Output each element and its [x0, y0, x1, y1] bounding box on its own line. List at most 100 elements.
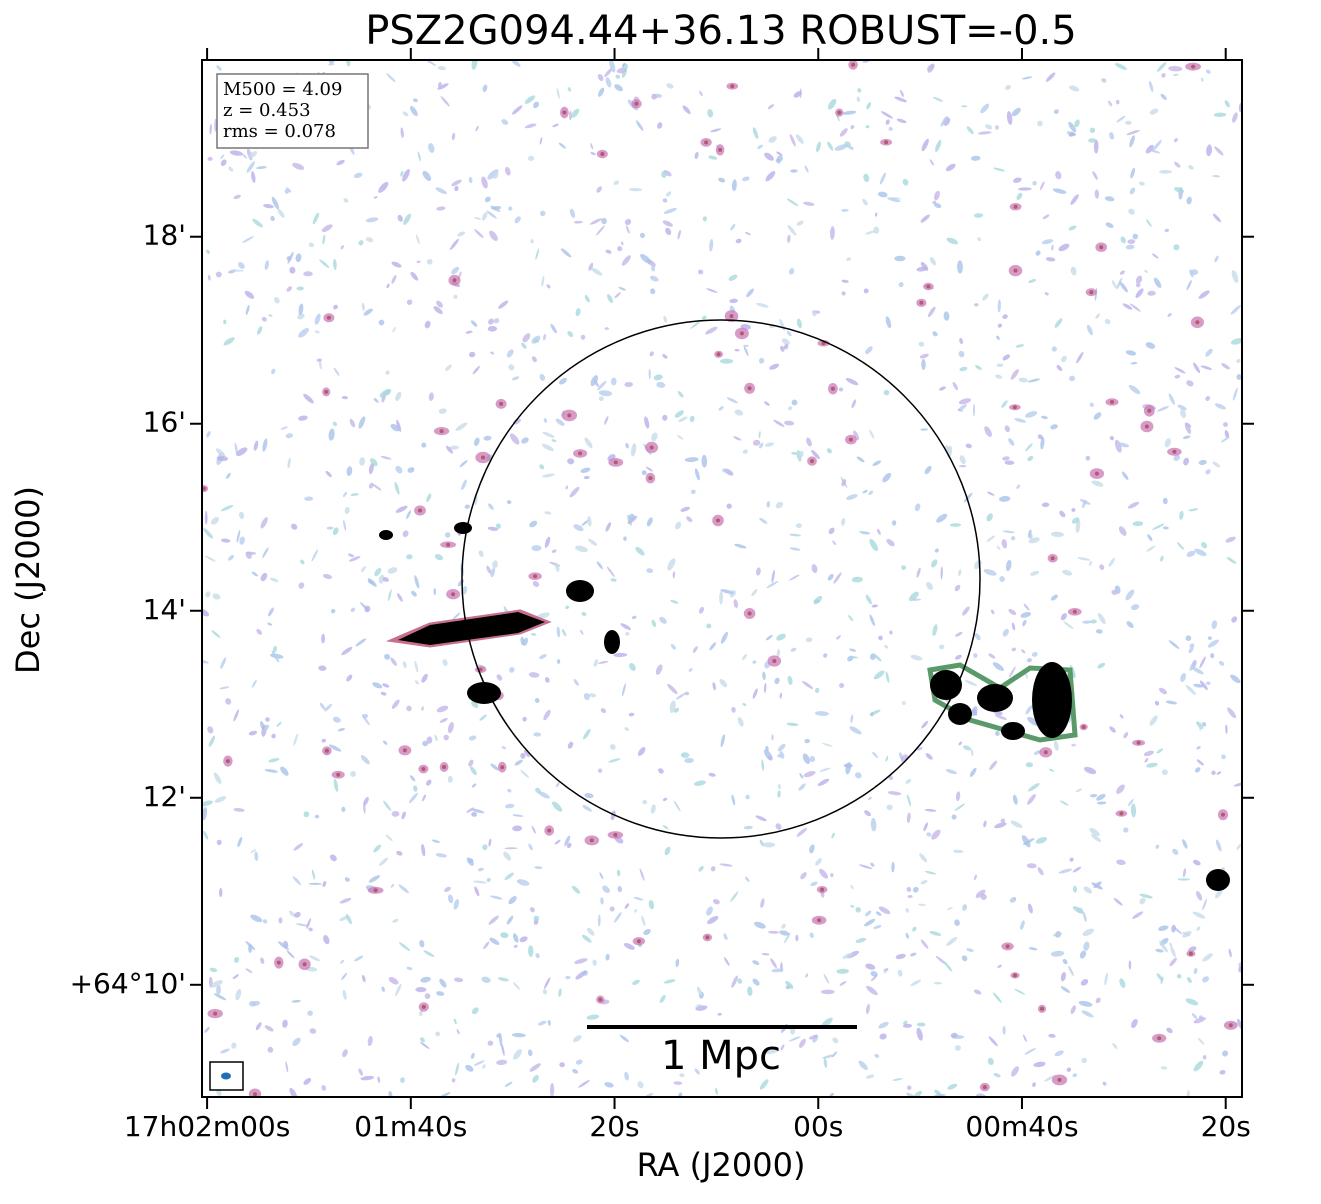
noise-speckle [933, 202, 942, 209]
noise-speckle [690, 489, 696, 495]
noise-speckle [662, 354, 668, 359]
noise-speckle [454, 185, 459, 192]
noise-speckle [773, 419, 785, 427]
noise-speckle [220, 657, 227, 669]
noise-speckle [988, 653, 996, 659]
noise-speckle [1072, 906, 1085, 914]
noise-speckle [1070, 194, 1079, 205]
noise-speckle [632, 979, 640, 986]
noise-speckle [539, 464, 545, 470]
noise-speckle [695, 1003, 701, 1008]
noise-speckle [325, 470, 332, 478]
noise-speckle [500, 932, 509, 939]
noise-speckle [406, 299, 413, 305]
noise-speckle [225, 698, 232, 705]
noise-speckle [669, 700, 676, 714]
noise-speckle [584, 295, 590, 303]
noise-speckle [920, 880, 928, 885]
noise-speckle [397, 593, 403, 602]
noise-speckle [735, 238, 742, 244]
noise-speckle [292, 876, 302, 886]
noise-speckle [1152, 139, 1162, 151]
noise-speckle [615, 74, 621, 79]
noise-speckle [1165, 700, 1178, 705]
noise-speckle [471, 808, 485, 814]
noise-speckle [628, 662, 636, 671]
noise-speckle [857, 88, 862, 93]
noise-speckle [346, 60, 351, 67]
noise-speckle [789, 547, 801, 551]
noise-speckle [759, 517, 768, 524]
noise-speckle [403, 213, 412, 226]
noise-speckle [1167, 313, 1172, 317]
noise-peak-core [1043, 750, 1048, 755]
noise-speckle [865, 1003, 870, 1015]
noise-peak-core [1110, 400, 1114, 404]
noise-speckle [1056, 364, 1063, 372]
noise-speckle [1170, 945, 1176, 958]
noise-speckle [391, 699, 400, 709]
noise-speckle [731, 706, 736, 713]
noise-speckle [600, 708, 607, 714]
noise-speckle [865, 1074, 875, 1079]
noise-speckle [765, 171, 776, 182]
noise-speckle [293, 843, 304, 851]
noise-speckle [1202, 953, 1213, 962]
noise-speckle [602, 885, 610, 894]
noise-speckle [546, 284, 551, 289]
noise-speckle [1168, 65, 1183, 72]
noise-speckle [434, 734, 438, 742]
source [566, 580, 594, 602]
noise-speckle [776, 648, 781, 657]
noise-speckle [213, 993, 227, 1001]
noise-speckle [932, 96, 944, 102]
noise-speckle [865, 963, 876, 970]
noise-speckle [415, 234, 420, 245]
noise-speckle [870, 818, 877, 832]
noise-speckle [560, 248, 572, 258]
noise-speckle [720, 358, 734, 364]
noise-speckle [368, 463, 374, 475]
noise-speckle [675, 692, 686, 700]
noise-speckle [1050, 531, 1064, 538]
noise-peak-core [598, 997, 603, 1002]
noise-speckle [421, 673, 428, 683]
noise-speckle [461, 479, 467, 491]
noise-speckle [451, 1078, 456, 1083]
noise-speckle [754, 921, 766, 929]
noise-speckle [973, 653, 978, 658]
noise-speckle [945, 163, 956, 172]
beam [221, 1072, 231, 1080]
noise-speckle [486, 877, 491, 882]
noise-speckle [1188, 508, 1199, 512]
noise-speckle [255, 1022, 262, 1031]
noise-speckle [270, 577, 279, 583]
noise-speckle [624, 727, 630, 732]
noise-speckle [411, 590, 417, 597]
noise-speckle [233, 808, 245, 812]
noise-speckle [212, 593, 221, 600]
noise-speckle [1109, 435, 1114, 441]
noise-speckle [1193, 1060, 1204, 1072]
noise-speckle [343, 491, 347, 498]
noise-speckle [1011, 647, 1017, 652]
noise-speckle [958, 350, 965, 358]
noise-speckle [730, 891, 739, 902]
noise-speckle [253, 440, 259, 451]
noise-speckle [513, 944, 518, 948]
noise-speckle [377, 1076, 381, 1083]
noise-speckle [623, 536, 627, 541]
noise-speckle [1071, 517, 1080, 524]
noise-speckle [519, 936, 528, 943]
noise-speckle [829, 1092, 834, 1097]
noise-speckle [1074, 119, 1080, 128]
noise-speckle [1174, 374, 1181, 379]
noise-speckle [468, 759, 474, 767]
noise-peak-core [1157, 1036, 1162, 1041]
noise-speckle [688, 668, 693, 672]
noise-speckle [977, 131, 992, 135]
noise-speckle [361, 566, 366, 573]
noise-peak-core [1119, 811, 1124, 816]
noise-speckle [887, 197, 901, 203]
